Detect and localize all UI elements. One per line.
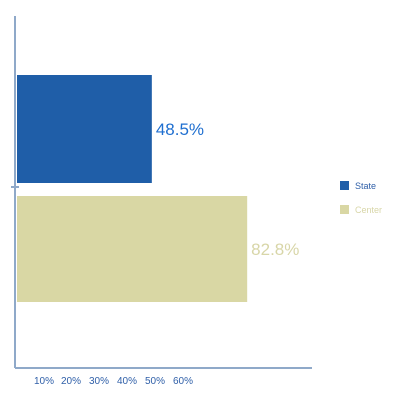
legend-swatch-center (340, 205, 349, 214)
legend-label-center: Center (355, 205, 382, 215)
bar-state (17, 75, 152, 183)
x-tick-labels: 10% 20% 30% 40% 50% 60% (34, 376, 193, 387)
legend-swatch-state (340, 181, 349, 190)
x-tick-label: 20% (61, 376, 81, 387)
legend: State Center (340, 181, 382, 215)
data-label-center: 82.8% (251, 240, 299, 259)
data-label-state: 48.5% (156, 120, 204, 139)
x-tick-label: 60% (173, 376, 193, 387)
data-labels: 48.5% 82.8% (156, 120, 300, 259)
x-tick-label: 50% (145, 376, 165, 387)
x-tick-label: 40% (117, 376, 137, 387)
x-tick-label: 30% (89, 376, 109, 387)
bar-center (17, 196, 248, 302)
legend-label-state: State (355, 181, 376, 191)
bars (17, 75, 248, 302)
x-tick-label: 10% (34, 376, 54, 387)
